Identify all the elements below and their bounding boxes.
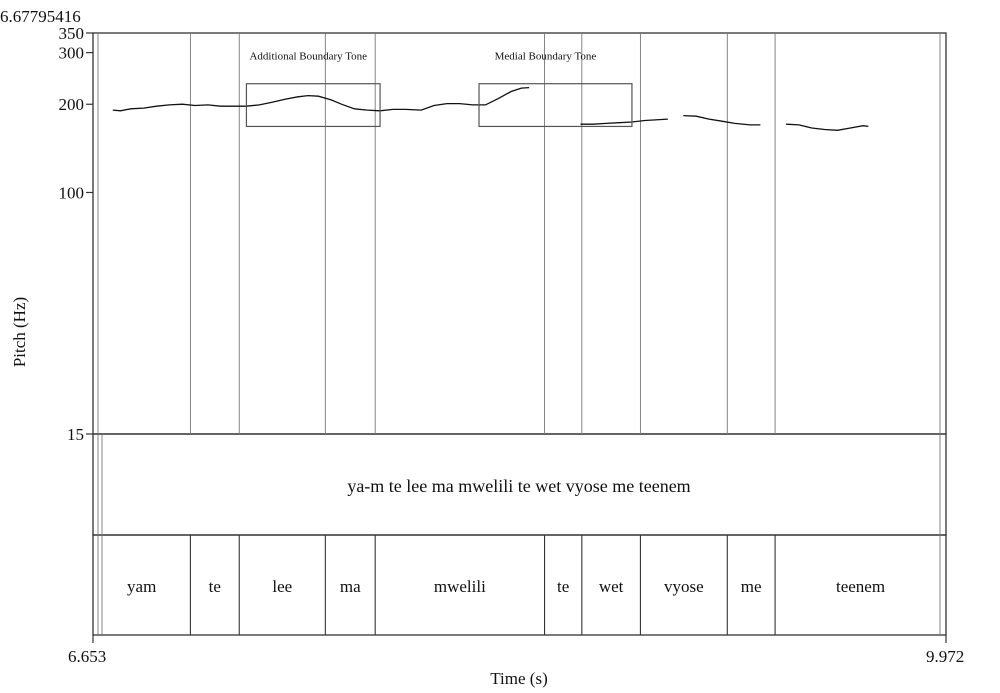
x-tick-label-start: 6.653 — [68, 647, 106, 666]
x-axis-label: Time (s) — [490, 669, 547, 688]
y-tick-label: 350 — [59, 24, 85, 43]
y-axis-label: Pitch (Hz) — [10, 297, 29, 367]
word-label: lee — [272, 577, 292, 596]
y-tick-label: 300 — [59, 44, 85, 63]
y-tick-label: 15 — [67, 425, 84, 444]
word-tier-frame — [92, 534, 947, 636]
pitch-segment-2 — [580, 118, 668, 125]
pitch-segment-1 — [112, 86, 530, 112]
word-boundaries — [189, 33, 776, 635]
annotation-label-1: Additional Boundary Tone — [249, 51, 367, 63]
annotation-box-1 — [245, 83, 381, 128]
word-label: wet — [599, 577, 624, 596]
word-label: yam — [127, 577, 156, 596]
pitch-contour — [112, 86, 869, 131]
annotation-boxes: Additional Boundary Tone Medial Boundary … — [245, 51, 633, 128]
pitch-panel-frame — [92, 32, 947, 435]
y-tick-label: 100 — [59, 183, 85, 202]
annotation-label-2: Medial Boundary Tone — [495, 51, 597, 63]
word-label: me — [741, 577, 762, 596]
pitch-segment-4 — [786, 123, 869, 131]
word-label: vyose — [664, 577, 704, 596]
sentence-transcription: ya-m te lee ma mwelili te wet vyose me t… — [347, 476, 690, 496]
word-tier-labels: yam te lee ma mwelili te wet vyose me teenem — [127, 577, 885, 596]
top-time-label: 6.67795416 — [0, 7, 81, 26]
annotation-box-2 — [478, 83, 633, 128]
x-tick-label-end: 9.972 — [926, 647, 964, 666]
y-tick-label: 200 — [59, 95, 85, 114]
word-label: te — [209, 577, 221, 596]
word-label: mwelili — [434, 577, 486, 596]
word-label: ma — [340, 577, 361, 596]
word-label: te — [557, 577, 569, 596]
pitch-segment-3 — [683, 114, 761, 126]
word-label: teenem — [836, 577, 885, 596]
